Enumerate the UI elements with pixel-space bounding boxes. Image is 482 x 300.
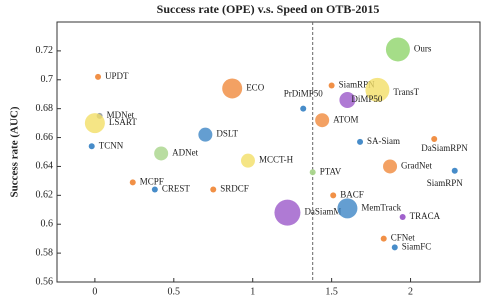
bubble <box>309 169 316 176</box>
y-tick-label: 0.56 <box>36 276 54 287</box>
y-tick-label: 0.7 <box>41 74 54 85</box>
bubble <box>198 127 213 142</box>
x-tick-label: 1.5 <box>325 286 338 297</box>
bubble <box>383 159 398 174</box>
bubble <box>300 105 307 112</box>
bubble <box>88 143 95 150</box>
bubble <box>330 192 337 199</box>
bubble-label: DSLT <box>216 129 238 139</box>
bubble <box>129 179 136 186</box>
bubble-label: GradNet <box>401 161 432 171</box>
bubble-label: PTAV <box>320 166 342 176</box>
bubble <box>385 37 410 62</box>
bubble <box>365 77 390 102</box>
y-tick-label: 0.58 <box>36 247 54 258</box>
bubble-label: SRDCF <box>220 184 249 194</box>
bubble <box>399 214 406 220</box>
bubble-label: LSART <box>109 117 137 127</box>
bubble <box>337 198 358 219</box>
bubble-label: BACF <box>340 189 364 199</box>
bubble-label: SiamRPN <box>339 80 376 90</box>
bubble <box>357 138 364 145</box>
bubble-label: SiamRPN <box>427 178 464 188</box>
chart-title: Success rate (OPE) v.s. Speed on OTB-201… <box>157 2 380 16</box>
x-tick-label: 0 <box>92 286 97 297</box>
x-tick-label: 0.5 <box>168 286 181 297</box>
bubble <box>222 78 243 99</box>
bubble <box>154 146 169 161</box>
bubble-label: CREST <box>162 184 191 194</box>
bubble-label: ATOM <box>333 114 358 124</box>
bubble-label: DaSiamM <box>304 207 341 217</box>
bubble <box>339 92 356 108</box>
bubble <box>391 244 398 251</box>
y-tick-label: 0.68 <box>36 103 54 114</box>
bubble <box>451 167 458 174</box>
y-tick-label: 0.72 <box>36 45 54 56</box>
bubble-label: PrDiMP50 <box>284 89 324 99</box>
bubble-label: SiamFC <box>402 241 432 251</box>
x-tick-label: 1 <box>250 286 255 297</box>
bubble <box>240 153 255 168</box>
bubble <box>315 113 330 128</box>
x-tick-label: 2 <box>408 286 413 297</box>
bubble <box>84 113 105 134</box>
bubble-label: ECO <box>246 83 265 93</box>
bubble <box>210 186 217 193</box>
bubble <box>431 136 438 142</box>
bubble-label: SA-Siam <box>367 136 400 146</box>
plot-frame <box>56 21 481 283</box>
bubble-label: DiMP50 <box>351 94 383 104</box>
bubble-label: UPDT <box>105 71 129 81</box>
bubble-label: CFNet <box>391 233 416 243</box>
bubble-label: TransT <box>393 87 419 97</box>
y-tick-label: 0.62 <box>36 190 54 201</box>
bubble-label: MCPF <box>140 176 164 186</box>
bubble <box>95 73 102 80</box>
y-axis-label: Success rate (AUC) <box>9 106 21 197</box>
bubble <box>380 235 387 242</box>
bubble <box>151 186 158 193</box>
bubble-label: Ours <box>414 44 432 54</box>
bubble-label: MemTrack <box>361 202 401 212</box>
y-tick-label: 0.6 <box>41 219 54 230</box>
y-tick-label: 0.66 <box>36 132 54 143</box>
bubble-label: TCNN <box>99 140 124 150</box>
bubble-label: MCCT-H <box>259 155 294 165</box>
bubble <box>274 199 301 226</box>
bubble <box>328 82 335 89</box>
y-tick-label: 0.64 <box>36 161 54 172</box>
bubble-label: TRACA <box>410 211 441 221</box>
bubble-label: DaSiamRPN <box>421 143 468 153</box>
bubble-label: MDNet <box>107 110 135 120</box>
bubble-label: ADNet <box>172 148 198 158</box>
